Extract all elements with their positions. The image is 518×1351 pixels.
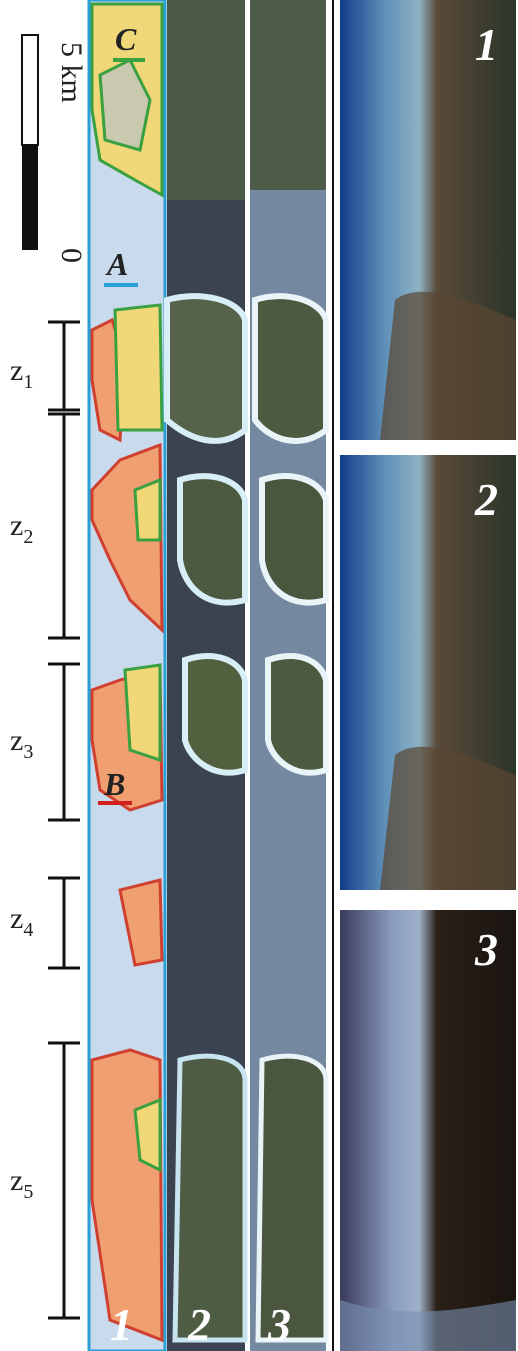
land <box>380 292 516 440</box>
strip-label: 3 <box>267 1299 291 1350</box>
island <box>180 476 245 603</box>
zone-letter: z <box>10 724 23 757</box>
zone-yellow <box>125 665 160 760</box>
zone-index: 2 <box>23 526 33 548</box>
site-label: B <box>103 766 125 802</box>
panel-label: 1 <box>475 19 498 70</box>
zone-letter: z <box>10 1164 23 1197</box>
strip-label: 2 <box>187 1299 211 1350</box>
zone-index: 3 <box>23 741 33 763</box>
zone-letter: z <box>10 354 23 387</box>
zone-yellow <box>135 480 160 540</box>
scale-bar-black <box>22 145 38 250</box>
island <box>175 1056 245 1340</box>
panel-label: 2 <box>474 474 498 525</box>
zone-label: z5 <box>10 1164 33 1203</box>
land <box>250 0 326 190</box>
zone-yellow <box>135 1100 160 1170</box>
island <box>185 656 245 773</box>
zone-brackets <box>48 322 80 1318</box>
zone-index: 1 <box>23 371 33 393</box>
site-label: A <box>105 246 128 282</box>
zone-letter: z <box>10 902 23 935</box>
zone-letter: z <box>10 509 23 542</box>
scale-label-top: 5 km <box>55 42 88 103</box>
strip-label: 1 <box>110 1299 133 1350</box>
island <box>262 476 326 603</box>
panel-label: 3 <box>474 924 498 975</box>
zone-label: z3 <box>10 724 33 763</box>
zone-label: z4 <box>10 902 33 941</box>
zone-yellow <box>115 305 162 430</box>
island <box>258 1056 326 1340</box>
land <box>380 747 516 890</box>
site-label: C <box>115 21 137 57</box>
figure: 5 km 0 C A B 1 2 3 1 2 3 <box>0 0 518 1351</box>
island <box>167 296 245 441</box>
zone-index: 5 <box>23 1181 33 1203</box>
island <box>268 656 326 773</box>
zone-label: z2 <box>10 509 33 548</box>
island <box>255 296 326 441</box>
scale-label-bottom: 0 <box>55 248 88 263</box>
zone-label: z1 <box>10 354 33 393</box>
zone-index: 4 <box>23 919 33 941</box>
scale-bar-white <box>22 35 38 145</box>
panel-3 <box>340 910 516 1351</box>
page: {"scale_bar": {"top_label": "5 km", "bot… <box>0 0 518 1351</box>
land <box>167 0 245 200</box>
